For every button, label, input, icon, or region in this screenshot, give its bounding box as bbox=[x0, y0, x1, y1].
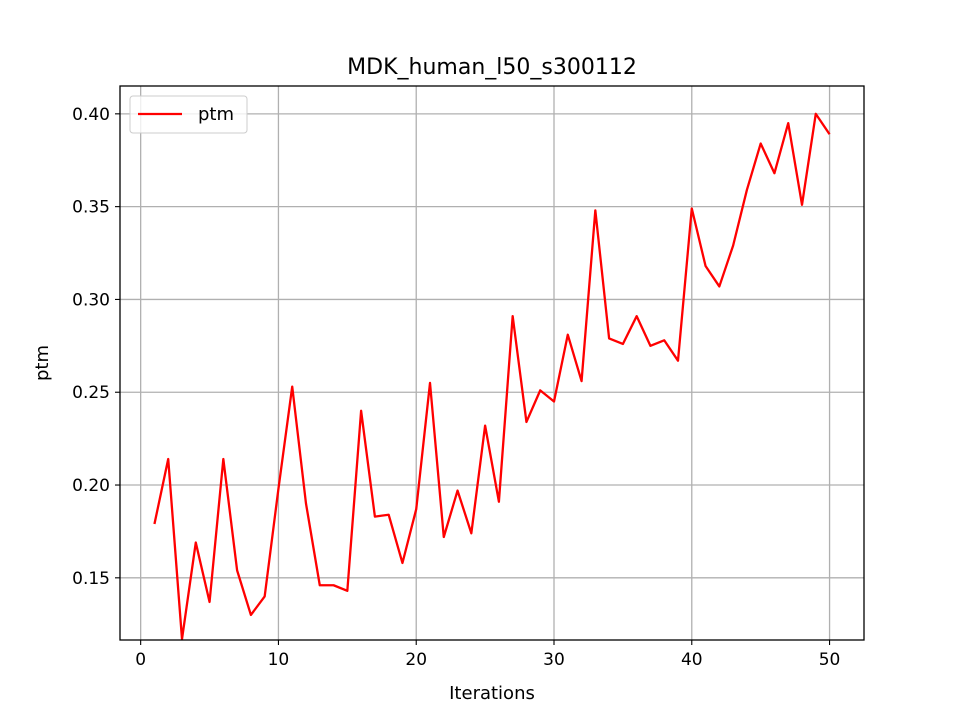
legend-box bbox=[129, 95, 248, 134]
x-tick-label: 30 bbox=[543, 650, 565, 670]
plot-frame bbox=[119, 85, 865, 641]
y-tick-label: 0.35 bbox=[72, 198, 110, 218]
y-tick-label: 0.15 bbox=[72, 569, 110, 589]
x-tick-label: 20 bbox=[405, 650, 427, 670]
legend-label-ptm: ptm bbox=[198, 104, 234, 125]
chart-title: MDK_human_l50_s300112 bbox=[347, 55, 637, 80]
legend: ptm bbox=[129, 95, 248, 134]
x-tick-label: 40 bbox=[681, 650, 703, 670]
y-tick-label: 0.30 bbox=[72, 290, 110, 310]
x-tick-label: 50 bbox=[819, 650, 841, 670]
y-tick-label: 0.40 bbox=[72, 105, 110, 125]
x-axis-label: Iterations bbox=[449, 683, 535, 704]
y-tick-label: 0.25 bbox=[72, 383, 110, 403]
series-line-ptm bbox=[153, 112, 831, 641]
y-axis-ticks: 0.15 0.20 0.25 0.30 0.35 0.40 bbox=[72, 105, 120, 589]
y-tick-label: 0.20 bbox=[72, 476, 110, 496]
series-layer bbox=[153, 112, 831, 641]
y-axis-label: ptm bbox=[32, 345, 53, 381]
x-tick-label: 0 bbox=[135, 650, 146, 670]
x-axis-ticks: 0 10 20 30 40 50 bbox=[135, 640, 840, 670]
grid bbox=[120, 86, 864, 640]
x-tick-label: 10 bbox=[268, 650, 290, 670]
